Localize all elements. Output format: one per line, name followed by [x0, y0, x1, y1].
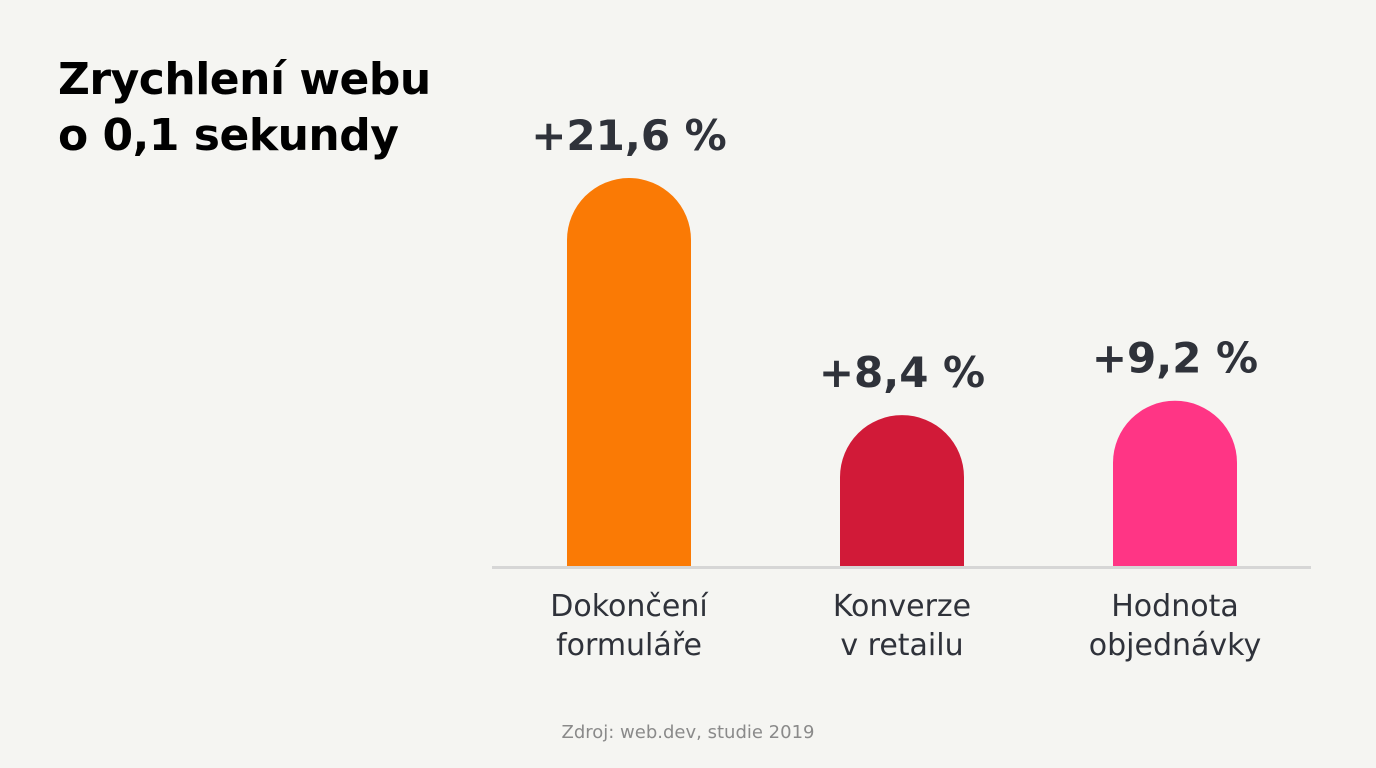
value-label-1: +21,6 % [531, 111, 727, 160]
category-label-3-line-1: Hodnota [1111, 589, 1238, 624]
bar-3 [1113, 400, 1237, 566]
category-label-1-line-1: Dokončení [550, 589, 709, 624]
category-label-2-line-2: v retailu [840, 628, 963, 663]
category-label-1-line-2: formuláře [556, 628, 702, 663]
bar-2 [840, 415, 964, 566]
category-label-3-line-2: objednávky [1089, 628, 1261, 663]
category-label-2-line-1: Konverze [833, 589, 971, 624]
chart-title-line-1: Zrychlení webu [58, 54, 431, 105]
value-label-2: +8,4 % [819, 348, 985, 397]
source-note: Zdroj: web.dev, studie 2019 [561, 722, 815, 743]
bar-1 [567, 178, 691, 566]
value-label-3: +9,2 % [1092, 334, 1258, 383]
chart-title-line-2: o 0,1 sekundy [58, 110, 399, 161]
chart-title: Zrychlení webu o 0,1 sekundy [58, 52, 431, 164]
